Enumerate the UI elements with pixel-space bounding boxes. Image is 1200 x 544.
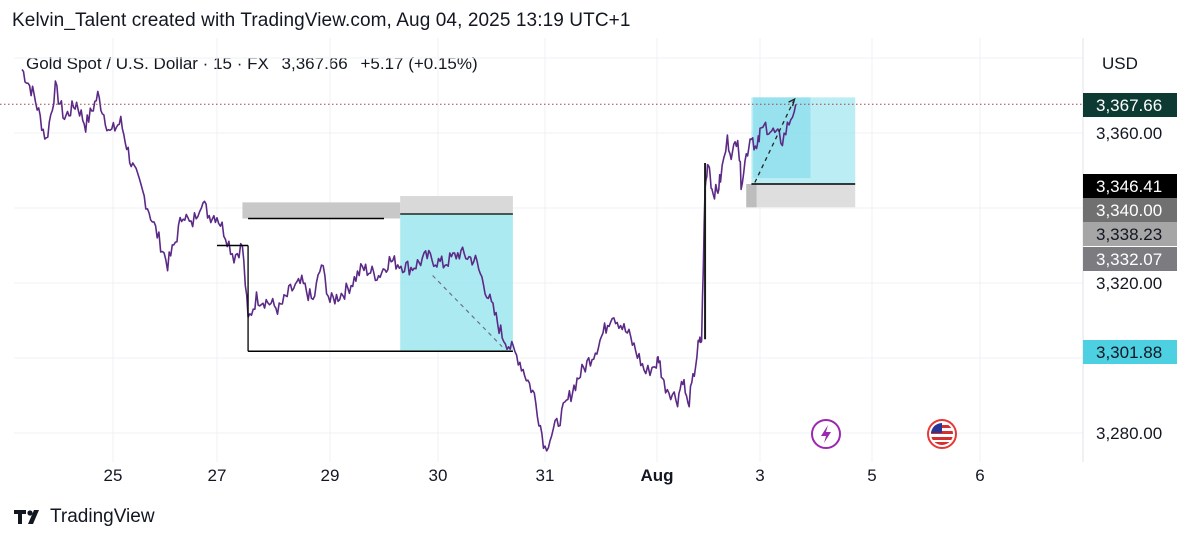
price-badge-label: 3,367.66: [1096, 96, 1162, 115]
us-flag-icon[interactable]: [927, 419, 957, 449]
target-zone-2-inner: [753, 97, 811, 178]
dashed-arrow-2: [754, 100, 795, 183]
time-tick-label: 25: [104, 466, 123, 485]
stop-zone-2: [746, 184, 856, 208]
supply-zone: [242, 202, 401, 219]
price-badge-bg: [1083, 198, 1177, 222]
time-tick-label: 29: [321, 466, 340, 485]
price-tick-label: 3,360.00: [1096, 124, 1162, 143]
price-badge-label: 3,338.23: [1096, 225, 1162, 244]
time-tick-label: 30: [429, 466, 448, 485]
price-badge-bg: [1083, 93, 1177, 117]
stop-zone-1: [400, 196, 513, 214]
stop-zone-2-dark: [746, 184, 757, 208]
price-series: [21, 68, 797, 452]
time-tick-label: 3: [755, 466, 764, 485]
price-badge-label: 3,332.07: [1096, 250, 1162, 269]
price-line: [21, 68, 797, 452]
tradingview-logo[interactable]: TradingView: [14, 506, 155, 528]
chart-grid: [14, 38, 1084, 462]
dashed-arrow-2-head: [788, 97, 796, 107]
price-tick-label: 3,320.00: [1096, 274, 1162, 293]
time-tick-label: 27: [208, 466, 227, 485]
target-zone-1: [400, 214, 513, 352]
time-tick-label: 6: [975, 466, 984, 485]
price-badge-bg: [1083, 340, 1177, 364]
currency-label[interactable]: USD: [1102, 54, 1138, 73]
attribution-text: Kelvin_Talent created with TradingView.c…: [12, 10, 631, 31]
time-tick-label: Aug: [640, 466, 673, 485]
event-markers: [811, 419, 957, 449]
price-tick-label: 3,280.00: [1096, 424, 1162, 443]
price-badge-label: 3,301.88: [1096, 343, 1162, 362]
price-badge-bg: [1083, 247, 1177, 271]
drawing-boxes: [242, 97, 856, 352]
drawing-lines: [0, 97, 1083, 353]
brand-name: TradingView: [50, 506, 155, 527]
time-tick-label: 5: [867, 466, 876, 485]
price-badges: 3,367.66 3,346.41 3,340.00 3,338.23 3,332.07…: [1083, 93, 1177, 364]
price-badge-bg: [1083, 174, 1177, 198]
time-tick-label: 31: [536, 466, 555, 485]
symbol-name: Gold Spot / U.S. Dollar · 15 · FX: [26, 54, 269, 73]
price-badge-label: 3,346.41: [1096, 177, 1162, 196]
legend-change: +5.17 (+0.15%): [360, 54, 478, 73]
price-badge-bg: [1083, 222, 1177, 246]
symbol-legend: Gold Spot / U.S. Dollar · 15 · FX 3,367.…: [26, 54, 478, 74]
lightning-icon[interactable]: [811, 419, 841, 449]
dashed-arrow-1: [432, 275, 503, 348]
price-badge-label: 3,340.00: [1096, 201, 1162, 220]
price-axis: 3,360.00 3,320.00 3,280.00: [1096, 124, 1162, 443]
time-axis: 25 27 29 30 31 Aug 3 5 6: [104, 466, 985, 485]
legend-price: 3,367.66: [281, 54, 348, 73]
tradingview-logo-icon: [14, 510, 39, 524]
